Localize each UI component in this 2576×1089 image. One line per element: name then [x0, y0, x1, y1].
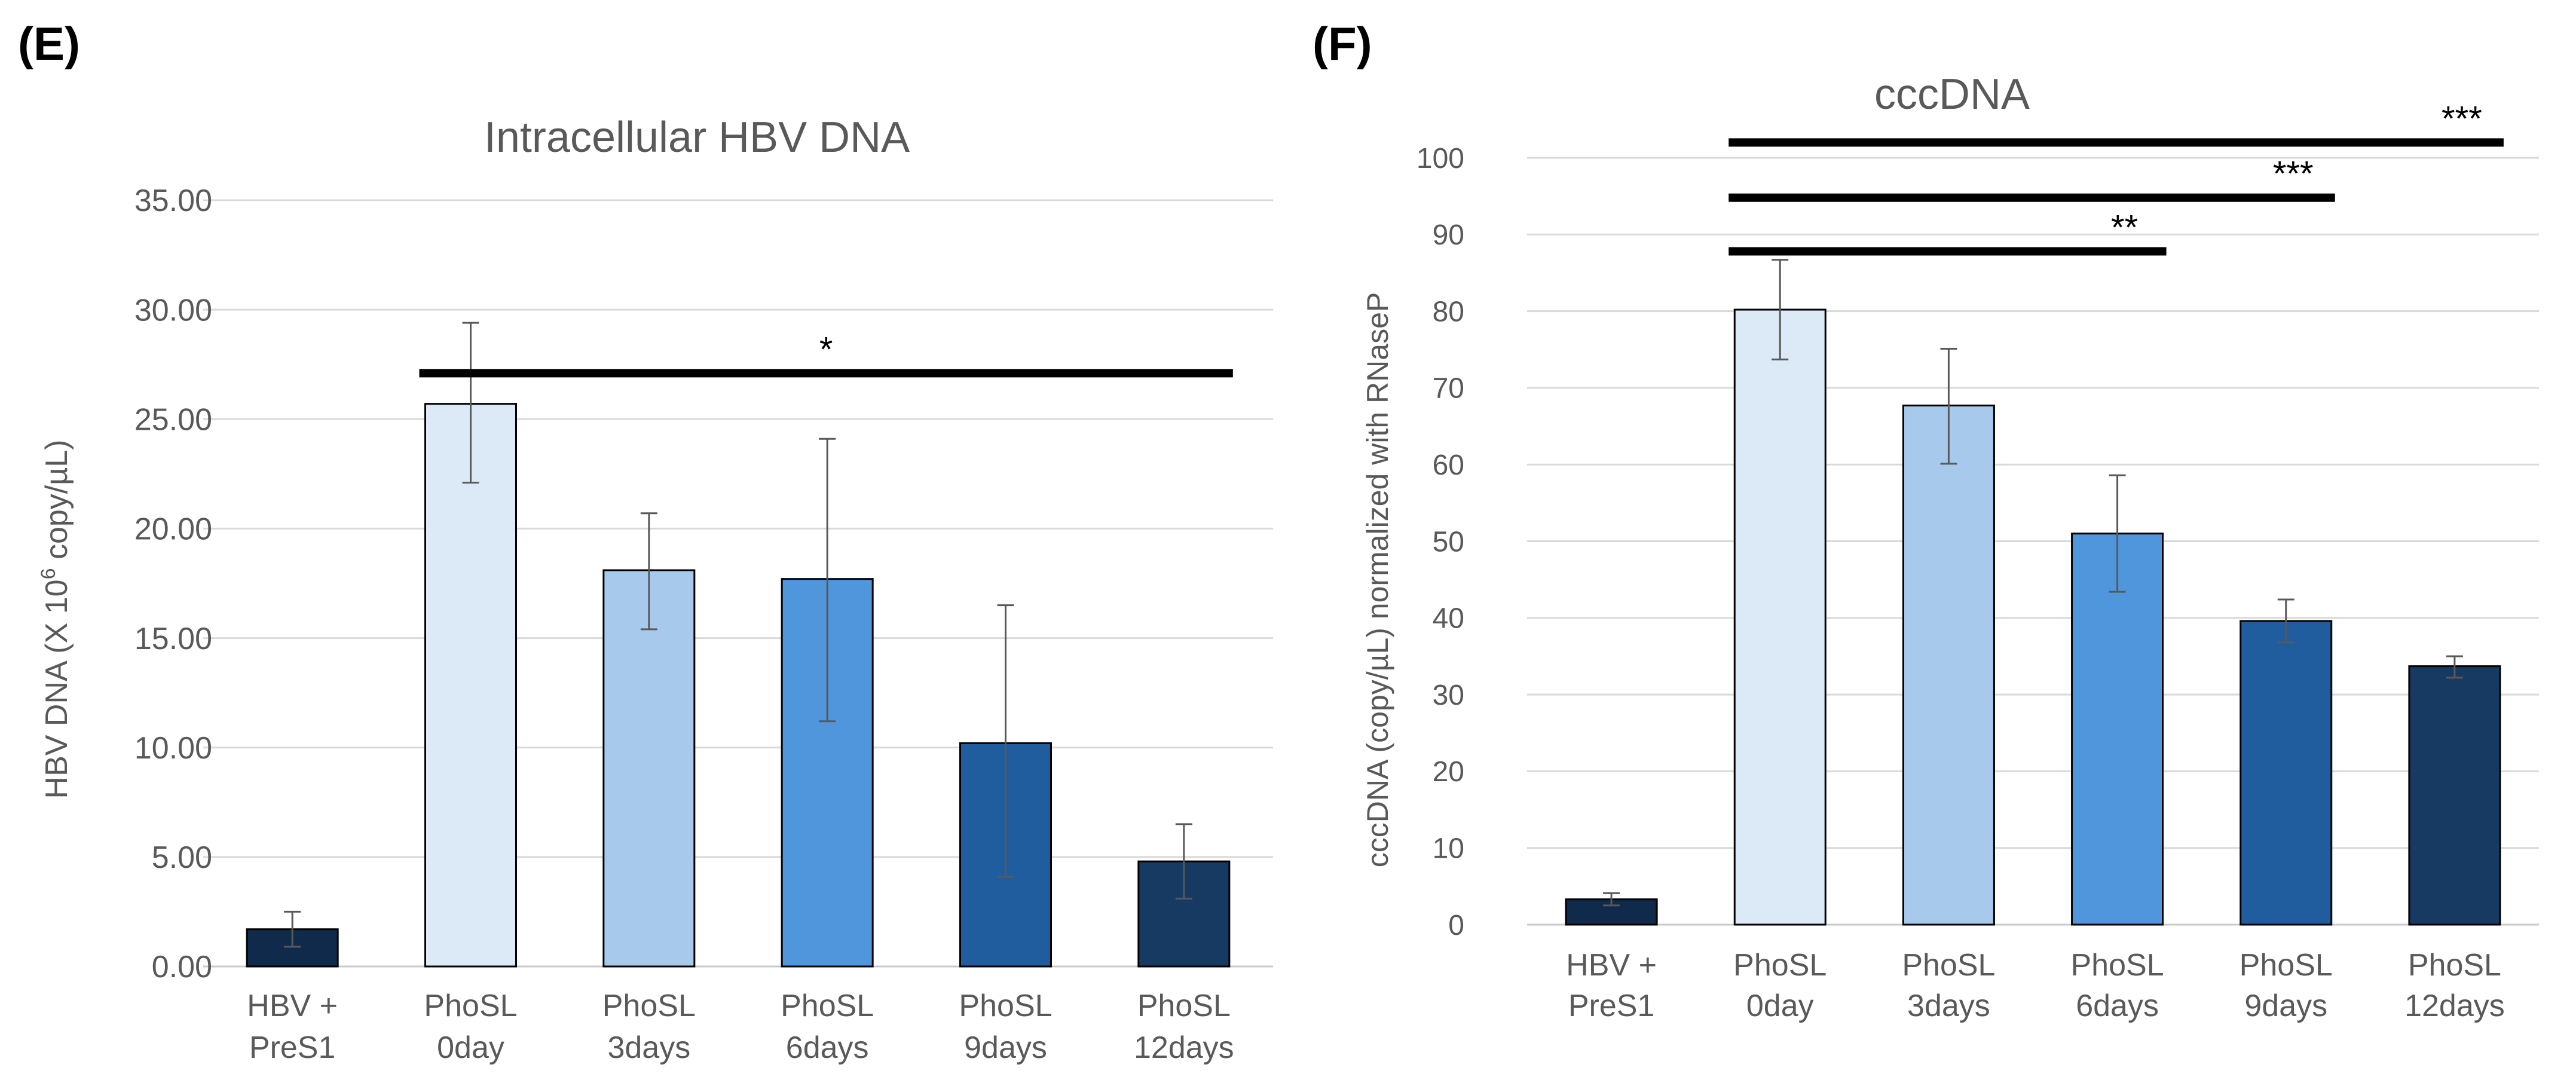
y-tick-label: 90	[1433, 219, 1464, 251]
x-tick-label: PhoSL	[781, 989, 874, 1023]
y-axis-label: HBV DNA (X 106 copy/µL)	[37, 440, 74, 799]
x-tick-label: HBV +	[1566, 948, 1657, 983]
x-tick-label: 12days	[2404, 989, 2505, 1023]
panel-label: (F)	[1313, 17, 1372, 70]
bar	[1902, 404, 1995, 926]
chart-title: cccDNA	[1874, 71, 2030, 118]
x-tick-label: 9days	[2244, 989, 2327, 1023]
y-tick-label: 100	[1417, 143, 1464, 175]
y-tick-label: 70	[1433, 373, 1464, 405]
x-tick-label: PhoSL	[602, 989, 696, 1023]
y-tick-label: 20.00	[134, 512, 212, 547]
x-tick-label: 6days	[786, 1030, 869, 1065]
x-tick-label: HBV +	[247, 989, 338, 1023]
y-tick-label: 60	[1433, 449, 1464, 481]
panel-label: (E)	[18, 17, 80, 70]
x-tick-label: 3days	[1907, 989, 1990, 1023]
significance-label: *	[819, 330, 833, 369]
x-tick-label: 12days	[1134, 1030, 1234, 1065]
x-tick-label: 3days	[607, 1030, 690, 1065]
y-tick-label: 25.00	[134, 402, 212, 437]
x-tick-label: 9days	[964, 1030, 1047, 1065]
x-tick-label: PhoSL	[1902, 948, 1995, 983]
x-tick-label: PhoSL	[959, 989, 1052, 1023]
bar	[424, 403, 517, 968]
y-tick-label: 35.00	[134, 183, 212, 218]
x-tick-label: PhoSL	[424, 989, 517, 1023]
y-tick-label: 10.00	[134, 731, 212, 766]
panel-f-chart: (F) cccDNA cccDNA (copy/µL) normalized w…	[1313, 17, 2539, 1023]
x-tick-label: PreS1	[249, 1030, 336, 1065]
x-tick-label: 0day	[437, 1030, 504, 1065]
panel-e-chart: (E) Intracellular HBV DNA HBV DNA (X 106…	[18, 17, 1273, 1065]
chart-title: Intracellular HBV DNA	[484, 114, 910, 161]
y-axis-label: cccDNA (copy/µL) normalized with RNaseP	[1361, 292, 1394, 867]
y-tick-label: 20	[1433, 756, 1464, 788]
x-tick-label: PreS1	[1568, 989, 1655, 1023]
y-tick-label: 15.00	[134, 622, 212, 656]
x-tick-label: PhoSL	[2240, 948, 2333, 983]
x-tick-label: PhoSL	[2408, 948, 2501, 983]
y-tick-label: 40	[1433, 603, 1464, 635]
x-tick-label: PhoSL	[1733, 948, 1827, 983]
y-tick-label: 0.00	[152, 950, 212, 984]
significance-label: ***	[2273, 155, 2314, 194]
significance-label: **	[2111, 209, 2138, 247]
y-tick-label: 0	[1448, 910, 1464, 941]
bar	[1733, 308, 1827, 926]
x-tick-label: PhoSL	[2071, 948, 2164, 983]
x-tick-label: PhoSL	[1137, 989, 1231, 1023]
x-tick-label: 6days	[2076, 989, 2159, 1023]
bar	[2408, 665, 2501, 926]
bar	[1137, 860, 1231, 968]
y-tick-label: 30	[1433, 680, 1464, 711]
y-tick-label: 50	[1433, 526, 1464, 558]
bar	[602, 569, 696, 968]
y-tick-label: 80	[1433, 296, 1464, 328]
significance-label: ***	[2442, 99, 2482, 138]
y-tick-label: 30.00	[134, 293, 212, 328]
bar	[2240, 620, 2333, 926]
y-tick-label: 5.00	[152, 840, 212, 875]
y-tick-label: 10	[1433, 833, 1464, 865]
x-tick-label: 0day	[1746, 989, 1814, 1023]
